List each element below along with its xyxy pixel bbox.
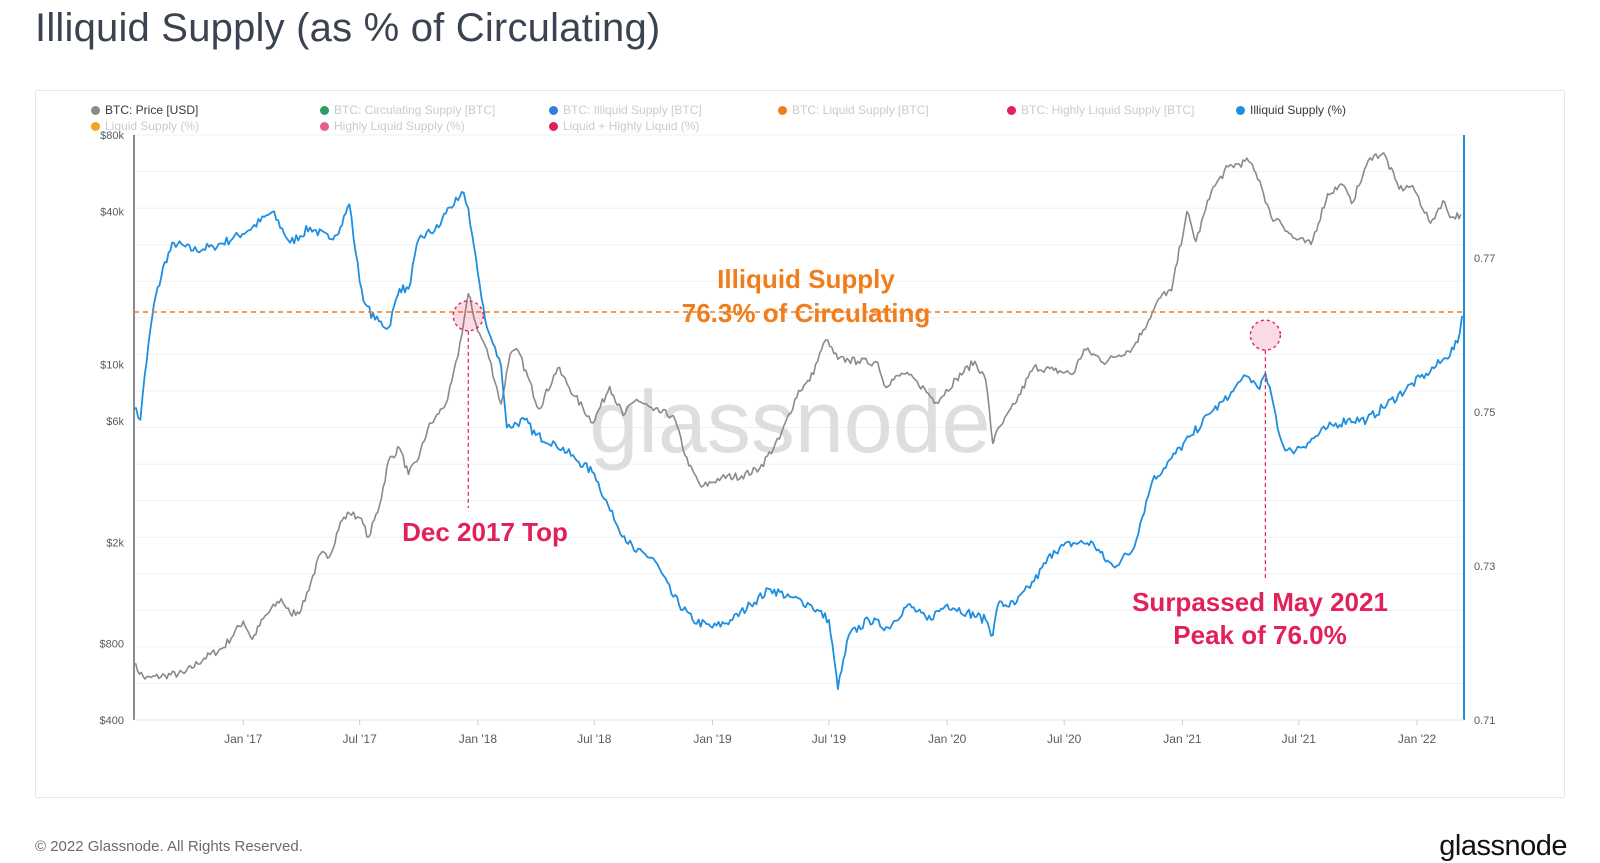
legend-label: BTC: Price [USD] xyxy=(105,103,199,117)
x-tick-label: Jan '21 xyxy=(1163,732,1202,746)
copyright-text: © 2022 Glassnode. All Rights Reserved. xyxy=(35,838,303,855)
legend-item-illiquid-supply[interactable]: BTC: Illiquid Supply [BTC] xyxy=(549,103,702,117)
y-left-tick-label: $2k xyxy=(106,537,124,549)
y-left-tick-label: $400 xyxy=(100,715,124,727)
legend-label: Liquid + Highly Liquid (%) xyxy=(563,119,700,133)
y-left-tick-label: $40k xyxy=(100,207,124,219)
legend-item-illiquid-supply-pct[interactable]: Illiquid Supply (%) xyxy=(1236,103,1346,117)
x-tick-label: Jul '21 xyxy=(1282,732,1317,746)
highlight-circle-dec-2017 xyxy=(452,300,484,332)
axis-layer: $80k $40k $10k $6k $2k $800 $400 0.77 0.75 0.73 0.… xyxy=(100,130,1496,746)
y-left-tick-label: $800 xyxy=(100,638,124,650)
annotation-dec-2017-top: Dec 2017 Top xyxy=(402,517,568,547)
legend-dot-icon xyxy=(1007,106,1016,115)
legend-item-liquid-plus-highly-liquid[interactable]: Liquid + Highly Liquid (%) xyxy=(549,119,699,133)
legend-dot-icon xyxy=(91,122,100,131)
y-right-tick-label: 0.73 xyxy=(1474,561,1495,573)
page-title: Illiquid Supply (as % of Circulating) xyxy=(35,6,661,50)
legend-dot-icon xyxy=(91,106,100,115)
legend-item-liquid-supply[interactable]: BTC: Liquid Supply [BTC] xyxy=(778,103,929,117)
legend-label: BTC: Circulating Supply [BTC] xyxy=(334,103,496,117)
annotation-illiquid-title: Illiquid Supply xyxy=(717,264,895,294)
x-tick-label: Jan '19 xyxy=(693,732,732,746)
legend-dot-icon xyxy=(549,122,558,131)
y-right-tick-label: 0.77 xyxy=(1474,253,1495,265)
annotation-may-2021-line1: Surpassed May 2021 xyxy=(1132,587,1388,617)
legend-label: BTC: Liquid Supply [BTC] xyxy=(792,103,929,117)
chart-legend: BTC: Price [USD] BTC: Circulating Supply… xyxy=(56,103,1436,139)
legend-label: BTC: Highly Liquid Supply [BTC] xyxy=(1021,103,1195,117)
series-line-illiquid-supply-pct xyxy=(133,190,1463,691)
watermark-text: glassnode xyxy=(589,372,990,471)
legend-dot-icon xyxy=(778,106,787,115)
y-left-tick-label: $80k xyxy=(100,130,124,142)
legend-label: Highly Liquid Supply (%) xyxy=(334,119,465,133)
legend-label: Liquid Supply (%) xyxy=(105,119,200,133)
series-line-btc-price xyxy=(133,152,1462,680)
x-tick-label: Jul '18 xyxy=(577,732,612,746)
x-tick-label: Jul '20 xyxy=(1047,732,1082,746)
legend-label: BTC: Illiquid Supply [BTC] xyxy=(563,103,702,117)
x-tick-label: Jul '17 xyxy=(342,732,377,746)
x-tick-label: Jan '17 xyxy=(224,732,263,746)
x-tick-label: Jan '22 xyxy=(1398,732,1437,746)
y-right-tick-label: 0.75 xyxy=(1474,407,1495,419)
x-tick-label: Jul '19 xyxy=(812,732,847,746)
legend-item-btc-price[interactable]: BTC: Price [USD] xyxy=(91,103,198,117)
legend-item-circulating-supply[interactable]: BTC: Circulating Supply [BTC] xyxy=(320,103,495,117)
legend-label: Illiquid Supply (%) xyxy=(1250,103,1347,117)
legend-dot-icon xyxy=(549,106,558,115)
annotation-may-2021-line2: Peak of 76.0% xyxy=(1173,620,1346,650)
annotation-layer: Illiquid Supply 76.3% of Circulating Dec 2… xyxy=(134,264,1464,650)
legend-item-highly-liquid-supply-pct[interactable]: Highly Liquid Supply (%) xyxy=(320,119,465,133)
annotation-illiquid-value: 76.3% of Circulating xyxy=(682,298,931,328)
highlight-circle-may-2021 xyxy=(1249,319,1282,351)
glassnode-logo[interactable]: glassnode xyxy=(1439,830,1567,862)
legend-dot-icon xyxy=(320,122,329,131)
legend-item-highly-liquid-supply[interactable]: BTC: Highly Liquid Supply [BTC] xyxy=(1007,103,1194,117)
legend-item-liquid-supply-pct[interactable]: Liquid Supply (%) xyxy=(91,119,199,133)
grid-layer xyxy=(134,134,1464,721)
y-left-tick-label: $6k xyxy=(106,416,124,428)
legend-dot-icon xyxy=(1236,106,1245,115)
x-tick-label: Jan '20 xyxy=(928,732,967,746)
y-left-tick-label: $10k xyxy=(100,360,124,372)
x-tick-label: Jan '18 xyxy=(459,732,498,746)
series-layer xyxy=(133,152,1463,691)
y-right-tick-label: 0.71 xyxy=(1474,715,1495,727)
legend-dot-icon xyxy=(320,106,329,115)
